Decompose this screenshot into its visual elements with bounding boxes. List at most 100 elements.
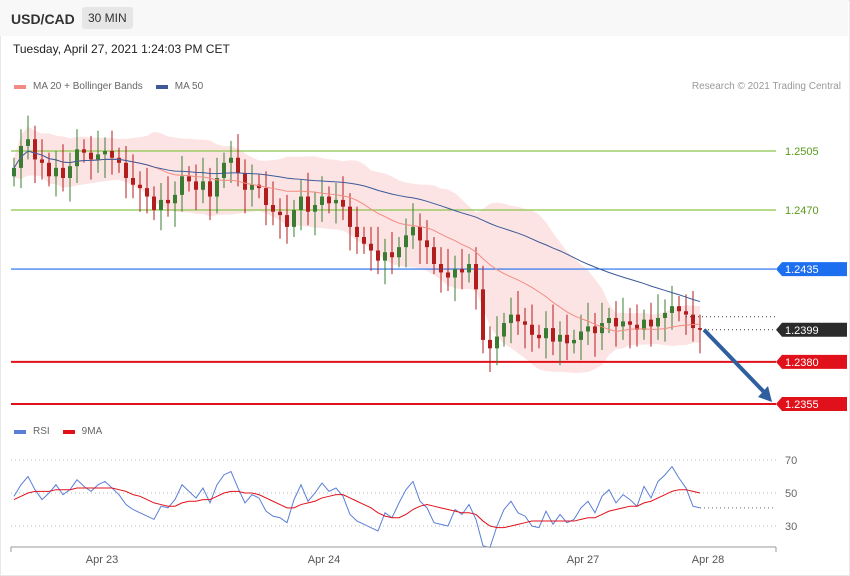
rsi-legend: RSI 9MA [14, 426, 102, 437]
rsi-tick-50: 50 [785, 488, 797, 500]
candle-body [537, 334, 541, 339]
candle-body [418, 226, 422, 241]
candle-body [33, 139, 37, 160]
candle-body [586, 326, 590, 332]
candle-body [124, 162, 128, 178]
candle-body [278, 211, 282, 216]
candle-body [313, 204, 317, 212]
candle-body [299, 196, 303, 211]
candle-body [558, 334, 562, 342]
candle-body [642, 319, 646, 330]
candle-body [663, 312, 667, 318]
candle-body [411, 226, 415, 236]
candle-body [600, 323, 604, 334]
level-tag-1.2355 [776, 397, 847, 411]
candle-body [47, 162, 51, 177]
candle-body [26, 139, 30, 146]
candle-body [306, 196, 310, 212]
candle-body [187, 176, 191, 182]
candle-body [481, 289, 485, 340]
candle-body [264, 188, 268, 205]
candle-body [656, 317, 660, 327]
candle-body [215, 177, 219, 197]
candle-body [61, 167, 65, 178]
candle-body [621, 321, 625, 327]
candle-body [453, 269, 457, 278]
forecast-arrow-head [758, 386, 772, 402]
candle-body [495, 336, 499, 349]
level-label-1.2505: 1.2505 [785, 146, 819, 158]
candle-body [334, 199, 338, 204]
candle-body [208, 181, 212, 197]
candle-body [362, 237, 366, 244]
candle-body [117, 157, 121, 163]
rsi-legend-label: RSI [33, 426, 50, 437]
candle-body [670, 306, 674, 313]
candle-body [502, 323, 506, 337]
candle-body [54, 167, 58, 177]
candle-body [649, 319, 653, 327]
candle-body [593, 326, 597, 334]
candle-body [348, 206, 352, 227]
candle-body [40, 159, 44, 163]
candle-body [250, 184, 254, 190]
rsi-tick-70: 70 [785, 455, 797, 467]
ma20-swatch [14, 84, 26, 89]
candle-body [103, 151, 107, 155]
candle-body [131, 177, 135, 185]
candle-body [166, 199, 170, 204]
candle-body [152, 196, 156, 211]
last-price-tag [776, 322, 847, 337]
candle-body [425, 240, 429, 248]
candle-body [145, 188, 149, 197]
rsi-line [13, 465, 701, 549]
candle-body [327, 196, 331, 204]
rsi-tick-30: 30 [785, 521, 797, 533]
candle-body [89, 152, 93, 160]
candle-body [320, 196, 324, 205]
candle-body [222, 162, 226, 178]
rsi-ma-legend-label: 9MA [81, 426, 103, 437]
candle-body [369, 243, 373, 251]
candle-body [341, 199, 345, 207]
candle-body [446, 272, 450, 278]
candle-body [68, 166, 72, 178]
ma50-swatch [155, 84, 168, 89]
level-tag-1.2380 [776, 354, 847, 369]
last-price-label: 1.2399 [785, 325, 819, 337]
candle-body [607, 317, 611, 324]
bollinger-band [14, 126, 700, 373]
candle-body [243, 172, 247, 190]
ma50-legend-label: MA 50 [174, 81, 204, 92]
candle-body [292, 210, 296, 227]
candle-body [82, 149, 86, 153]
candle-body [684, 311, 688, 315]
level-label-1.2380: 1.2380 [785, 357, 819, 369]
x-tick-apr-23: Apr 23 [86, 554, 118, 566]
candle-body [488, 339, 492, 349]
level-label-1.2470: 1.2470 [785, 205, 819, 217]
candle-body [467, 264, 471, 273]
datetime-label: Tuesday, April 27, 2021 1:24:03 PM CET [13, 42, 230, 56]
rsi-ma-swatch [62, 429, 75, 434]
candle-body [474, 264, 478, 290]
ma50-line [13, 150, 701, 303]
candle-body [432, 247, 436, 265]
x-tick-apr-27: Apr 27 [567, 554, 599, 566]
candle-body [439, 264, 443, 273]
candle-body [544, 328, 548, 339]
candle-body [75, 149, 79, 167]
candle-body [257, 184, 261, 189]
candle-body [180, 176, 184, 195]
timeframe-badge[interactable]: 30 MIN [82, 7, 133, 29]
candle-body [404, 235, 408, 248]
candle-body [229, 157, 233, 163]
candle-body [383, 252, 387, 261]
ma20-legend-label: MA 20 + Bollinger Bands [33, 81, 143, 92]
candle-body [572, 339, 576, 344]
candle-body [565, 334, 569, 344]
candle-body [138, 184, 142, 189]
symbol-label: USD/CAD [11, 11, 75, 27]
candle-body [110, 151, 114, 158]
